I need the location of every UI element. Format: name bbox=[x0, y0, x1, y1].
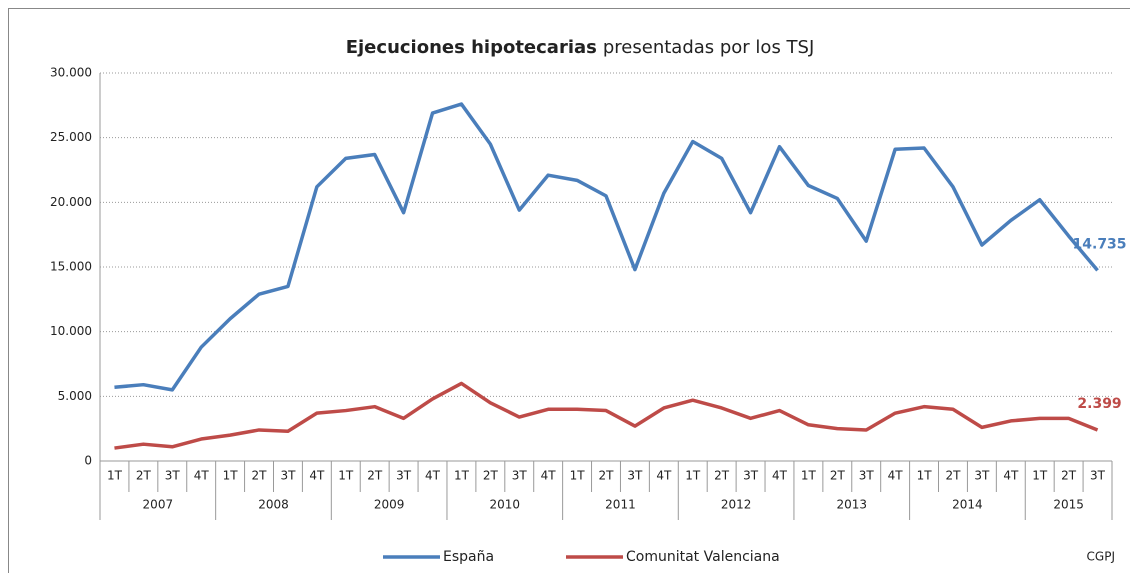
data-label: 2.399 bbox=[1077, 396, 1121, 412]
title-bold: Ejecuciones hipotecarias bbox=[346, 37, 597, 58]
x-tick-label: 2T bbox=[483, 469, 499, 483]
x-tick-label: 1T bbox=[685, 469, 701, 483]
x-tick-label: 2T bbox=[252, 469, 268, 483]
x-tick-label: 1T bbox=[917, 469, 933, 483]
source: CGPJ bbox=[1087, 550, 1115, 564]
series-line bbox=[114, 381, 1099, 450]
x-tick-label: 2T bbox=[1061, 469, 1077, 483]
x-tick-label: 1T bbox=[107, 469, 123, 483]
year-label: 2011 bbox=[605, 498, 636, 512]
legend-label: Comunitat Valenciana bbox=[626, 549, 780, 565]
x-tick-label: 3T bbox=[165, 469, 181, 483]
y-tick-label: 15.000 bbox=[50, 260, 92, 274]
x-tick-label: 4T bbox=[888, 469, 904, 483]
legend-label: España bbox=[443, 549, 494, 565]
year-label: 2009 bbox=[374, 498, 405, 512]
x-tick-label: 4T bbox=[772, 469, 788, 483]
x-tick-label: 2T bbox=[714, 469, 730, 483]
x-tick-label: 4T bbox=[425, 469, 441, 483]
series-line bbox=[114, 102, 1099, 392]
year-label: 2015 bbox=[1053, 498, 1084, 512]
year-label: 2010 bbox=[490, 498, 521, 512]
x-tick-label: 1T bbox=[570, 469, 586, 483]
x-tick-label: 3T bbox=[1090, 469, 1106, 483]
y-tick-label: 5.000 bbox=[58, 389, 92, 403]
x-tick-label: 3T bbox=[396, 469, 412, 483]
x-tick-label: 3T bbox=[512, 469, 528, 483]
x-tick-label: 4T bbox=[541, 469, 557, 483]
x-tick-label: 3T bbox=[627, 469, 643, 483]
x-tick-label: 3T bbox=[280, 469, 296, 483]
y-tick-label: 20.000 bbox=[50, 195, 92, 209]
x-tick-label: 2T bbox=[830, 469, 846, 483]
x-tick-label: 3T bbox=[743, 469, 759, 483]
y-tick-label: 10.000 bbox=[50, 324, 92, 338]
x-tick-label: 4T bbox=[194, 469, 210, 483]
x-tick-label: 1T bbox=[1032, 469, 1048, 483]
year-label: 2013 bbox=[836, 498, 867, 512]
x-tick-label: 4T bbox=[309, 469, 325, 483]
year-label: 2012 bbox=[721, 498, 752, 512]
chart-title: Ejecuciones hipotecarias presentadas por … bbox=[346, 37, 815, 58]
x-tick-label: 4T bbox=[1003, 469, 1019, 483]
x-tick-label: 3T bbox=[859, 469, 875, 483]
y-tick-label: 0 bbox=[84, 454, 92, 468]
y-tick-label: 30.000 bbox=[50, 66, 92, 80]
x-tick-label: 2T bbox=[945, 469, 961, 483]
year-label: 2014 bbox=[952, 498, 983, 512]
x-tick-label: 2T bbox=[367, 469, 383, 483]
data-label: 14.735 bbox=[1073, 236, 1127, 252]
year-label: 2007 bbox=[143, 498, 174, 512]
year-label: 2008 bbox=[258, 498, 289, 512]
x-tick-label: 4T bbox=[656, 469, 672, 483]
x-tick-label: 2T bbox=[136, 469, 152, 483]
chart-frame bbox=[8, 8, 1130, 573]
x-tick-label: 3T bbox=[974, 469, 990, 483]
x-tick-label: 1T bbox=[454, 469, 470, 483]
x-tick-label: 1T bbox=[223, 469, 239, 483]
x-tick-label: 2T bbox=[599, 469, 615, 483]
x-tick-label: 1T bbox=[338, 469, 354, 483]
title-rest: presentadas por los TSJ bbox=[603, 37, 814, 58]
y-tick-label: 25.000 bbox=[50, 130, 92, 144]
x-tick-label: 1T bbox=[801, 469, 817, 483]
